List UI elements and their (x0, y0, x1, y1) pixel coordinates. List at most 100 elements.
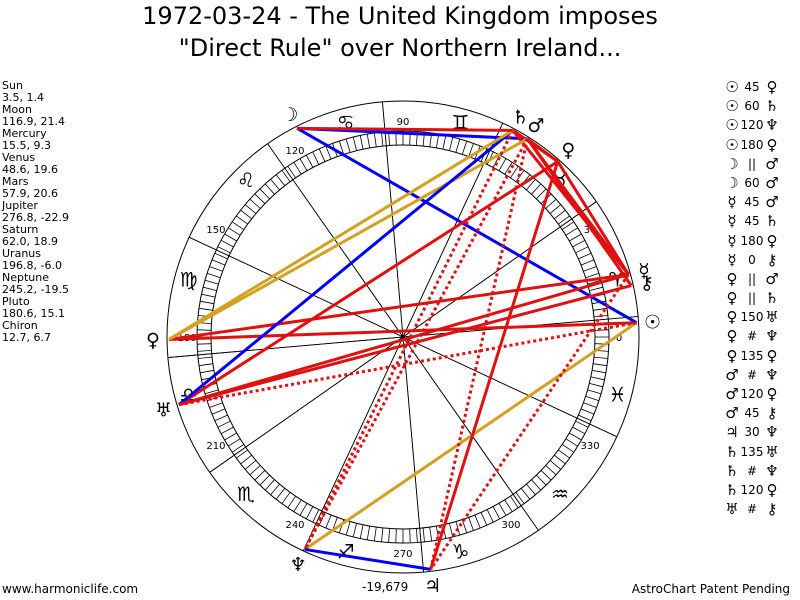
aspect-row: ♀ || ♄ (724, 289, 780, 308)
aspect-row: ☉ 45 ♀ (724, 78, 780, 97)
aspect-row: ♃ 30 ♆ (724, 423, 780, 442)
aspect-planet-1: ♅ (725, 500, 739, 519)
aspect-row: ☉ 60 ♄ (724, 97, 780, 116)
aspect-planet-2: ♆ (765, 423, 779, 442)
degree-label: 90 (397, 117, 410, 128)
planet-name: Chiron (2, 319, 38, 332)
aspect-row: ♀ 150 ♅ (724, 308, 780, 327)
aspect-row: ☽ 60 ♂ (724, 174, 780, 193)
aspect-symbol: 120 (740, 387, 764, 401)
planet-uranus-icon: ♅ (155, 399, 172, 421)
aspect-symbol: 135 (740, 348, 764, 363)
aspect-symbol: 60 (744, 175, 760, 190)
aspect-planet-2: ♀ (766, 231, 778, 250)
aspect-row: ☿ 0 ⚷ (724, 251, 780, 270)
aspect-line (168, 272, 629, 341)
aspect-planet-2: ♆ (765, 116, 779, 135)
aspect-symbol: || (747, 291, 757, 306)
planet-venus-icon: ♀ (561, 139, 575, 161)
planet-coords: 62.0, 18.9 (2, 235, 58, 248)
aspect-planet-2: ♅ (765, 442, 779, 461)
aspect-symbol: 180 (740, 137, 764, 152)
aspect-planet-2: ♄ (765, 97, 779, 116)
aspect-planet-2: ♆ (765, 461, 779, 480)
planet-pluto-icon: ♀ (146, 330, 160, 352)
aspect-planet-2: ♀ (766, 78, 778, 96)
planet-name: Moon (2, 103, 32, 116)
aspect-line (168, 129, 514, 341)
aspect-planet-1: ☉ (725, 116, 739, 135)
zodiac-sign-icon: ♐ (337, 539, 355, 563)
footer-value: -19,679 (362, 580, 409, 594)
planet-coords: 15.5, 9.3 (2, 139, 51, 152)
planet-coords: 3.5, 1.4 (2, 91, 44, 104)
aspect-planet-1: ☽ (725, 154, 739, 173)
aspect-symbol: 135 (740, 444, 764, 459)
zodiac-sign-icon: ♓ (608, 382, 626, 406)
aspect-row: ☉ 120 ♆ (724, 116, 780, 135)
aspect-line (556, 160, 630, 276)
aspect-planet-2: ♆ (765, 327, 779, 346)
degree-label: 120 (285, 146, 304, 157)
aspect-planet-1: ♀ (726, 289, 738, 308)
aspect-planet-2: ♄ (765, 212, 779, 231)
zodiac-sign-icon: ♒ (551, 482, 569, 506)
planet-coords: 180.6, 15.1 (2, 307, 65, 320)
planet-jupiter-icon: ♃ (424, 575, 441, 597)
aspect-symbol: 45 (744, 406, 760, 421)
planet-name: Jupiter (2, 199, 38, 212)
aspect-planet-1: ☿ (727, 250, 737, 269)
planet-saturn-icon: ♄ (512, 106, 529, 128)
aspect-planet-2: ♀ (766, 385, 778, 403)
aspect-planet-2: ⚷ (766, 404, 778, 423)
aspect-row: ♂ 45 ⚷ (724, 404, 780, 423)
aspect-symbol: # (746, 463, 758, 478)
planet-coords: 12.7, 6.7 (2, 331, 51, 344)
aspect-symbol: 120 (740, 118, 764, 133)
aspect-planet-1: ♂ (725, 365, 739, 384)
planet-sun-icon: ☉ (644, 312, 661, 334)
aspect-row: ☿ 45 ♄ (724, 212, 780, 231)
aspect-symbol: 180 (740, 233, 764, 248)
aspect-symbol: 120 (740, 482, 764, 497)
aspect-planet-2: ♂ (765, 154, 779, 173)
aspect-planet-1: ♄ (725, 442, 739, 461)
zodiac-sign-icon: ♌ (237, 168, 255, 192)
zodiac-sign-icon: ♍ (180, 268, 198, 292)
house-cusp-line (188, 236, 618, 438)
planet-name: Neptune (2, 271, 50, 284)
planet-name: Saturn (2, 223, 39, 236)
aspect-row: ♀ # ♆ (724, 327, 780, 346)
aspect-symbol: # (746, 367, 758, 382)
aspect-symbol: 45 (744, 195, 760, 210)
title-line-2: "Direct Rule" over Northern Ireland... (178, 34, 622, 62)
aspect-line (429, 138, 529, 570)
aspect-planet-1: ☉ (725, 135, 739, 154)
degree-label: 210 (206, 441, 225, 452)
aspect-planet-2: ♄ (765, 289, 779, 308)
aspect-row: ♄ 120 ♀ (724, 481, 780, 500)
aspect-row: ♅ # ⚷ (724, 500, 780, 519)
planet-name: Uranus (2, 247, 41, 260)
aspect-row: ♂ # ♆ (724, 366, 780, 385)
planet-mars-icon: ♂ (527, 115, 544, 137)
aspect-row: ☿ 180 ♀ (724, 232, 780, 251)
degree-label: 30 (584, 225, 597, 236)
aspect-line (168, 321, 637, 341)
aspect-row: ☽ || ♂ (724, 155, 780, 174)
aspect-symbol: 150 (740, 310, 764, 325)
aspect-planet-1: ♄ (725, 461, 739, 480)
aspect-planet-1: ♀ (726, 346, 738, 365)
aspect-line (526, 137, 633, 287)
aspect-symbol: 0 (748, 252, 756, 267)
degree-label: 300 (501, 520, 520, 531)
aspect-line (429, 273, 630, 571)
aspect-list: ☉ 45 ♀ ☉ 60 ♄ ☉ 120 ♆ ☉ 180 ♀ ☽ || ♂ ☽ 60 ♂ ☿ 45 ♂ ☿ 45 ♄ ☿ 180 ♀ ☿… (724, 78, 780, 519)
aspect-line (297, 126, 513, 132)
aspect-planet-2: ⚷ (766, 500, 778, 519)
aspect-planet-1: ♃ (725, 423, 739, 442)
title-line-1: 1972-03-24 - The United Kingdom imposes (142, 2, 658, 30)
aspect-planet-1: ♀ (726, 308, 738, 327)
aspect-line (178, 160, 559, 406)
